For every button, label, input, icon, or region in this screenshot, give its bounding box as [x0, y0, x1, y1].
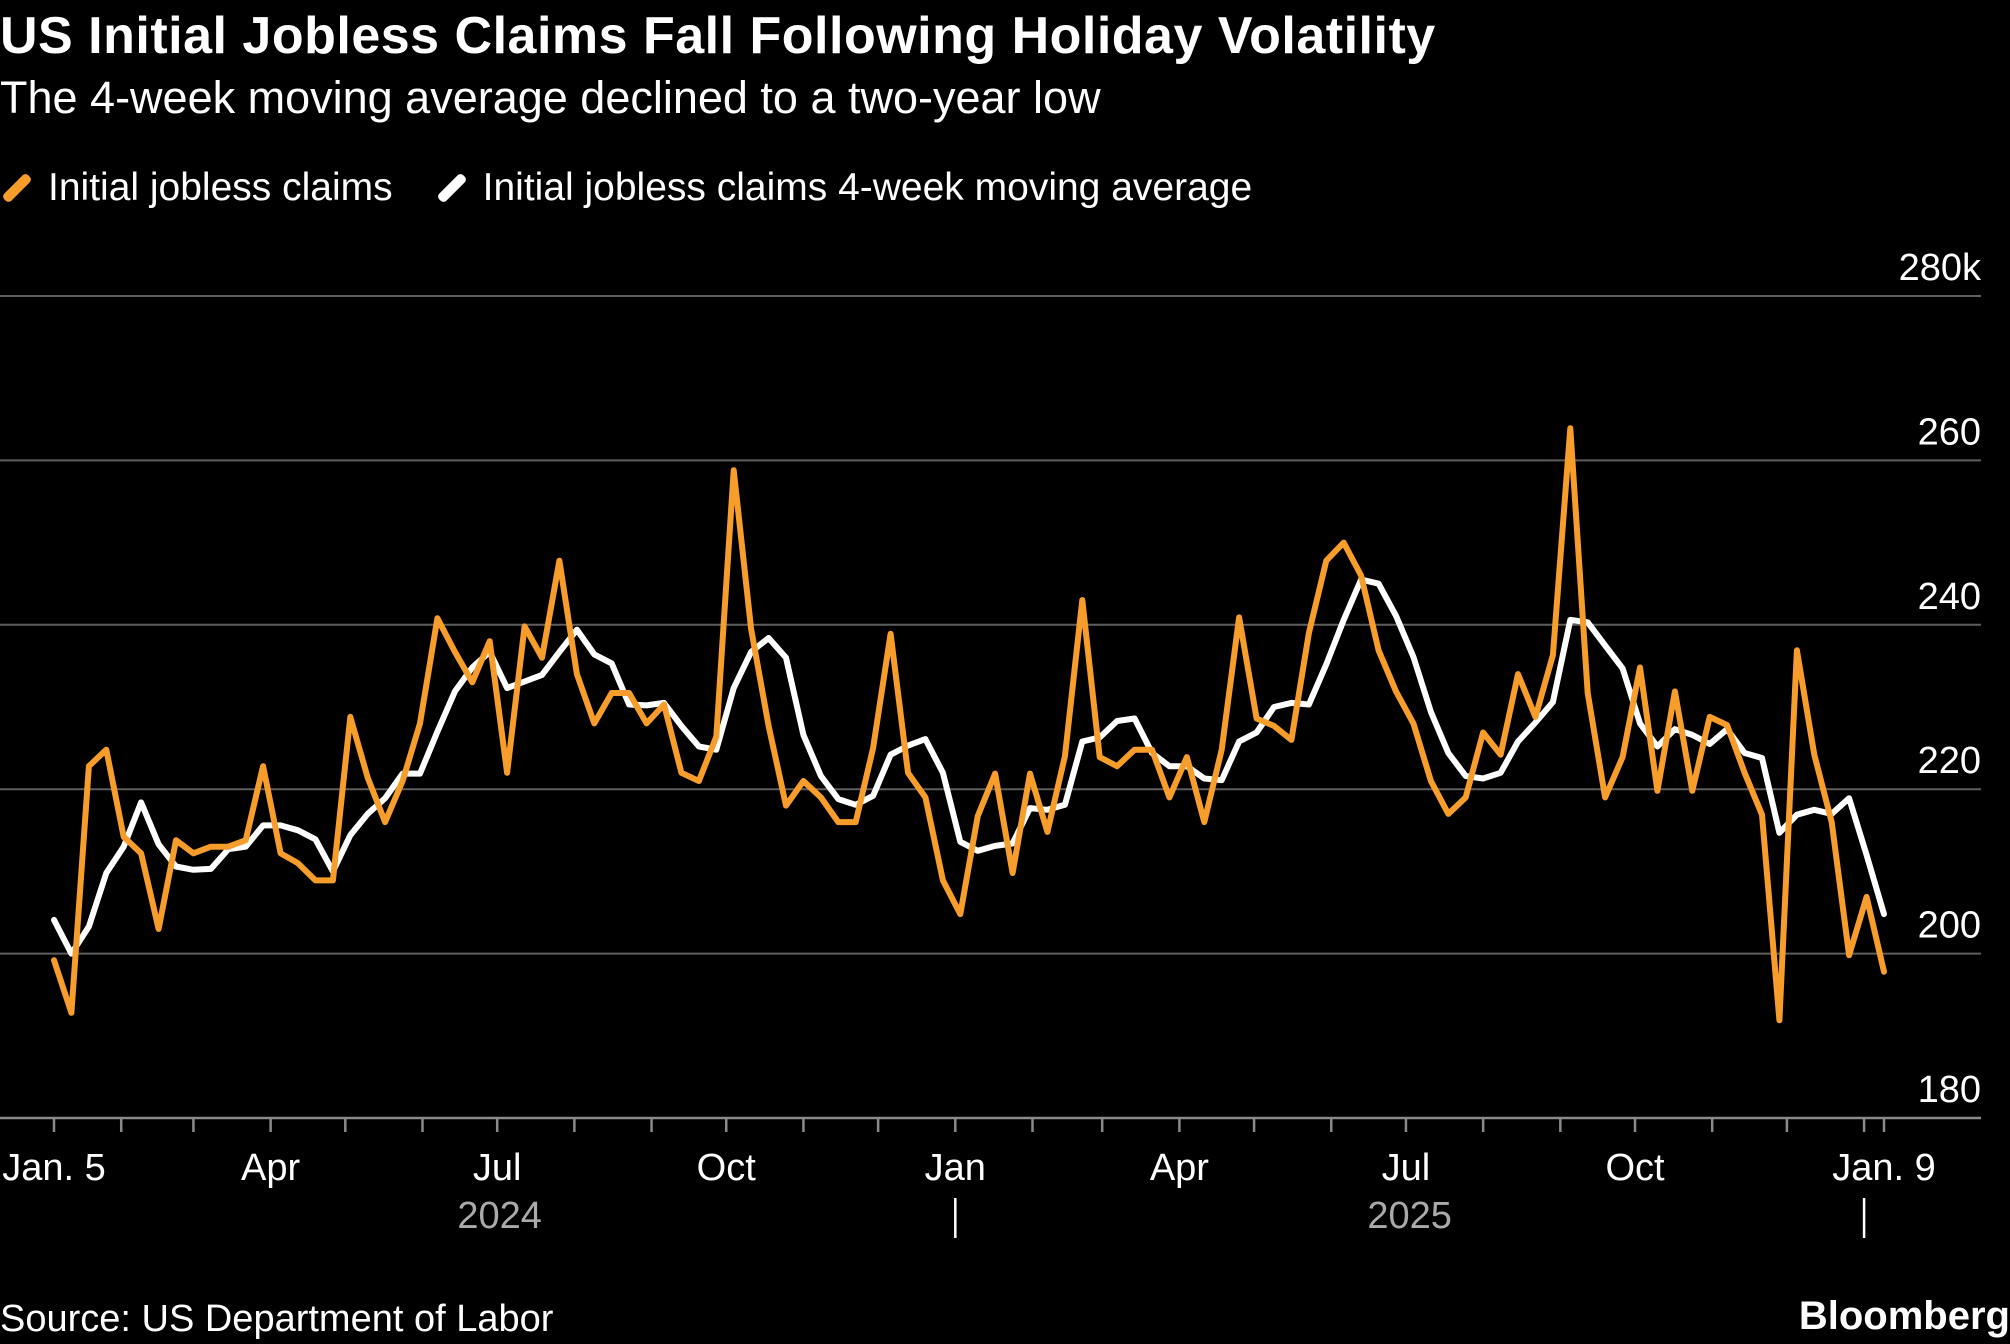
x-tick-label: Oct: [697, 1147, 757, 1189]
x-tick-label: Oct: [1605, 1147, 1665, 1189]
chart-title: US Initial Jobless Claims Fall Following…: [0, 7, 1436, 65]
legend-label-moving-average: Initial jobless claims 4-week moving ave…: [482, 166, 1253, 209]
legend-label-claims: Initial jobless claims: [48, 166, 393, 209]
series-line-moving-average: [51, 576, 1887, 957]
x-tick-label: Jul: [1382, 1147, 1431, 1189]
y-tick-label: 260: [1918, 411, 1981, 453]
x-tick-label: Apr: [1150, 1147, 1209, 1189]
chart-subtitle: The 4-week moving average declined to a …: [0, 72, 1101, 123]
x-tick-label: Jan. 5: [2, 1147, 106, 1189]
legend-item-claims: Initial jobless claims: [0, 166, 393, 210]
x-tick-label: Apr: [241, 1147, 300, 1189]
y-tick-label: 220: [1918, 740, 1981, 782]
y-tick-label: 200: [1918, 905, 1981, 947]
x-tick-label: Jan: [925, 1147, 986, 1189]
x-tick-label: Jul: [473, 1147, 522, 1189]
year-label: 2025: [1367, 1195, 1452, 1237]
year-label: 2024: [457, 1195, 542, 1237]
y-tick-label: 240: [1918, 576, 1981, 618]
x-tick-label: Jan. 9: [1832, 1147, 1936, 1189]
legend: Initial jobless claims Initial jobless c…: [0, 166, 1294, 210]
series-line-claims: [51, 425, 1887, 1024]
y-tick-label: 180: [1918, 1069, 1981, 1111]
source-note: Source: US Department of Labor: [0, 1298, 554, 1340]
bloomberg-logo: Bloomberg: [1798, 1294, 2010, 1338]
legend-item-moving-average: Initial jobless claims 4-week moving ave…: [435, 166, 1253, 210]
y-tick-label: 280k: [1899, 247, 1982, 289]
